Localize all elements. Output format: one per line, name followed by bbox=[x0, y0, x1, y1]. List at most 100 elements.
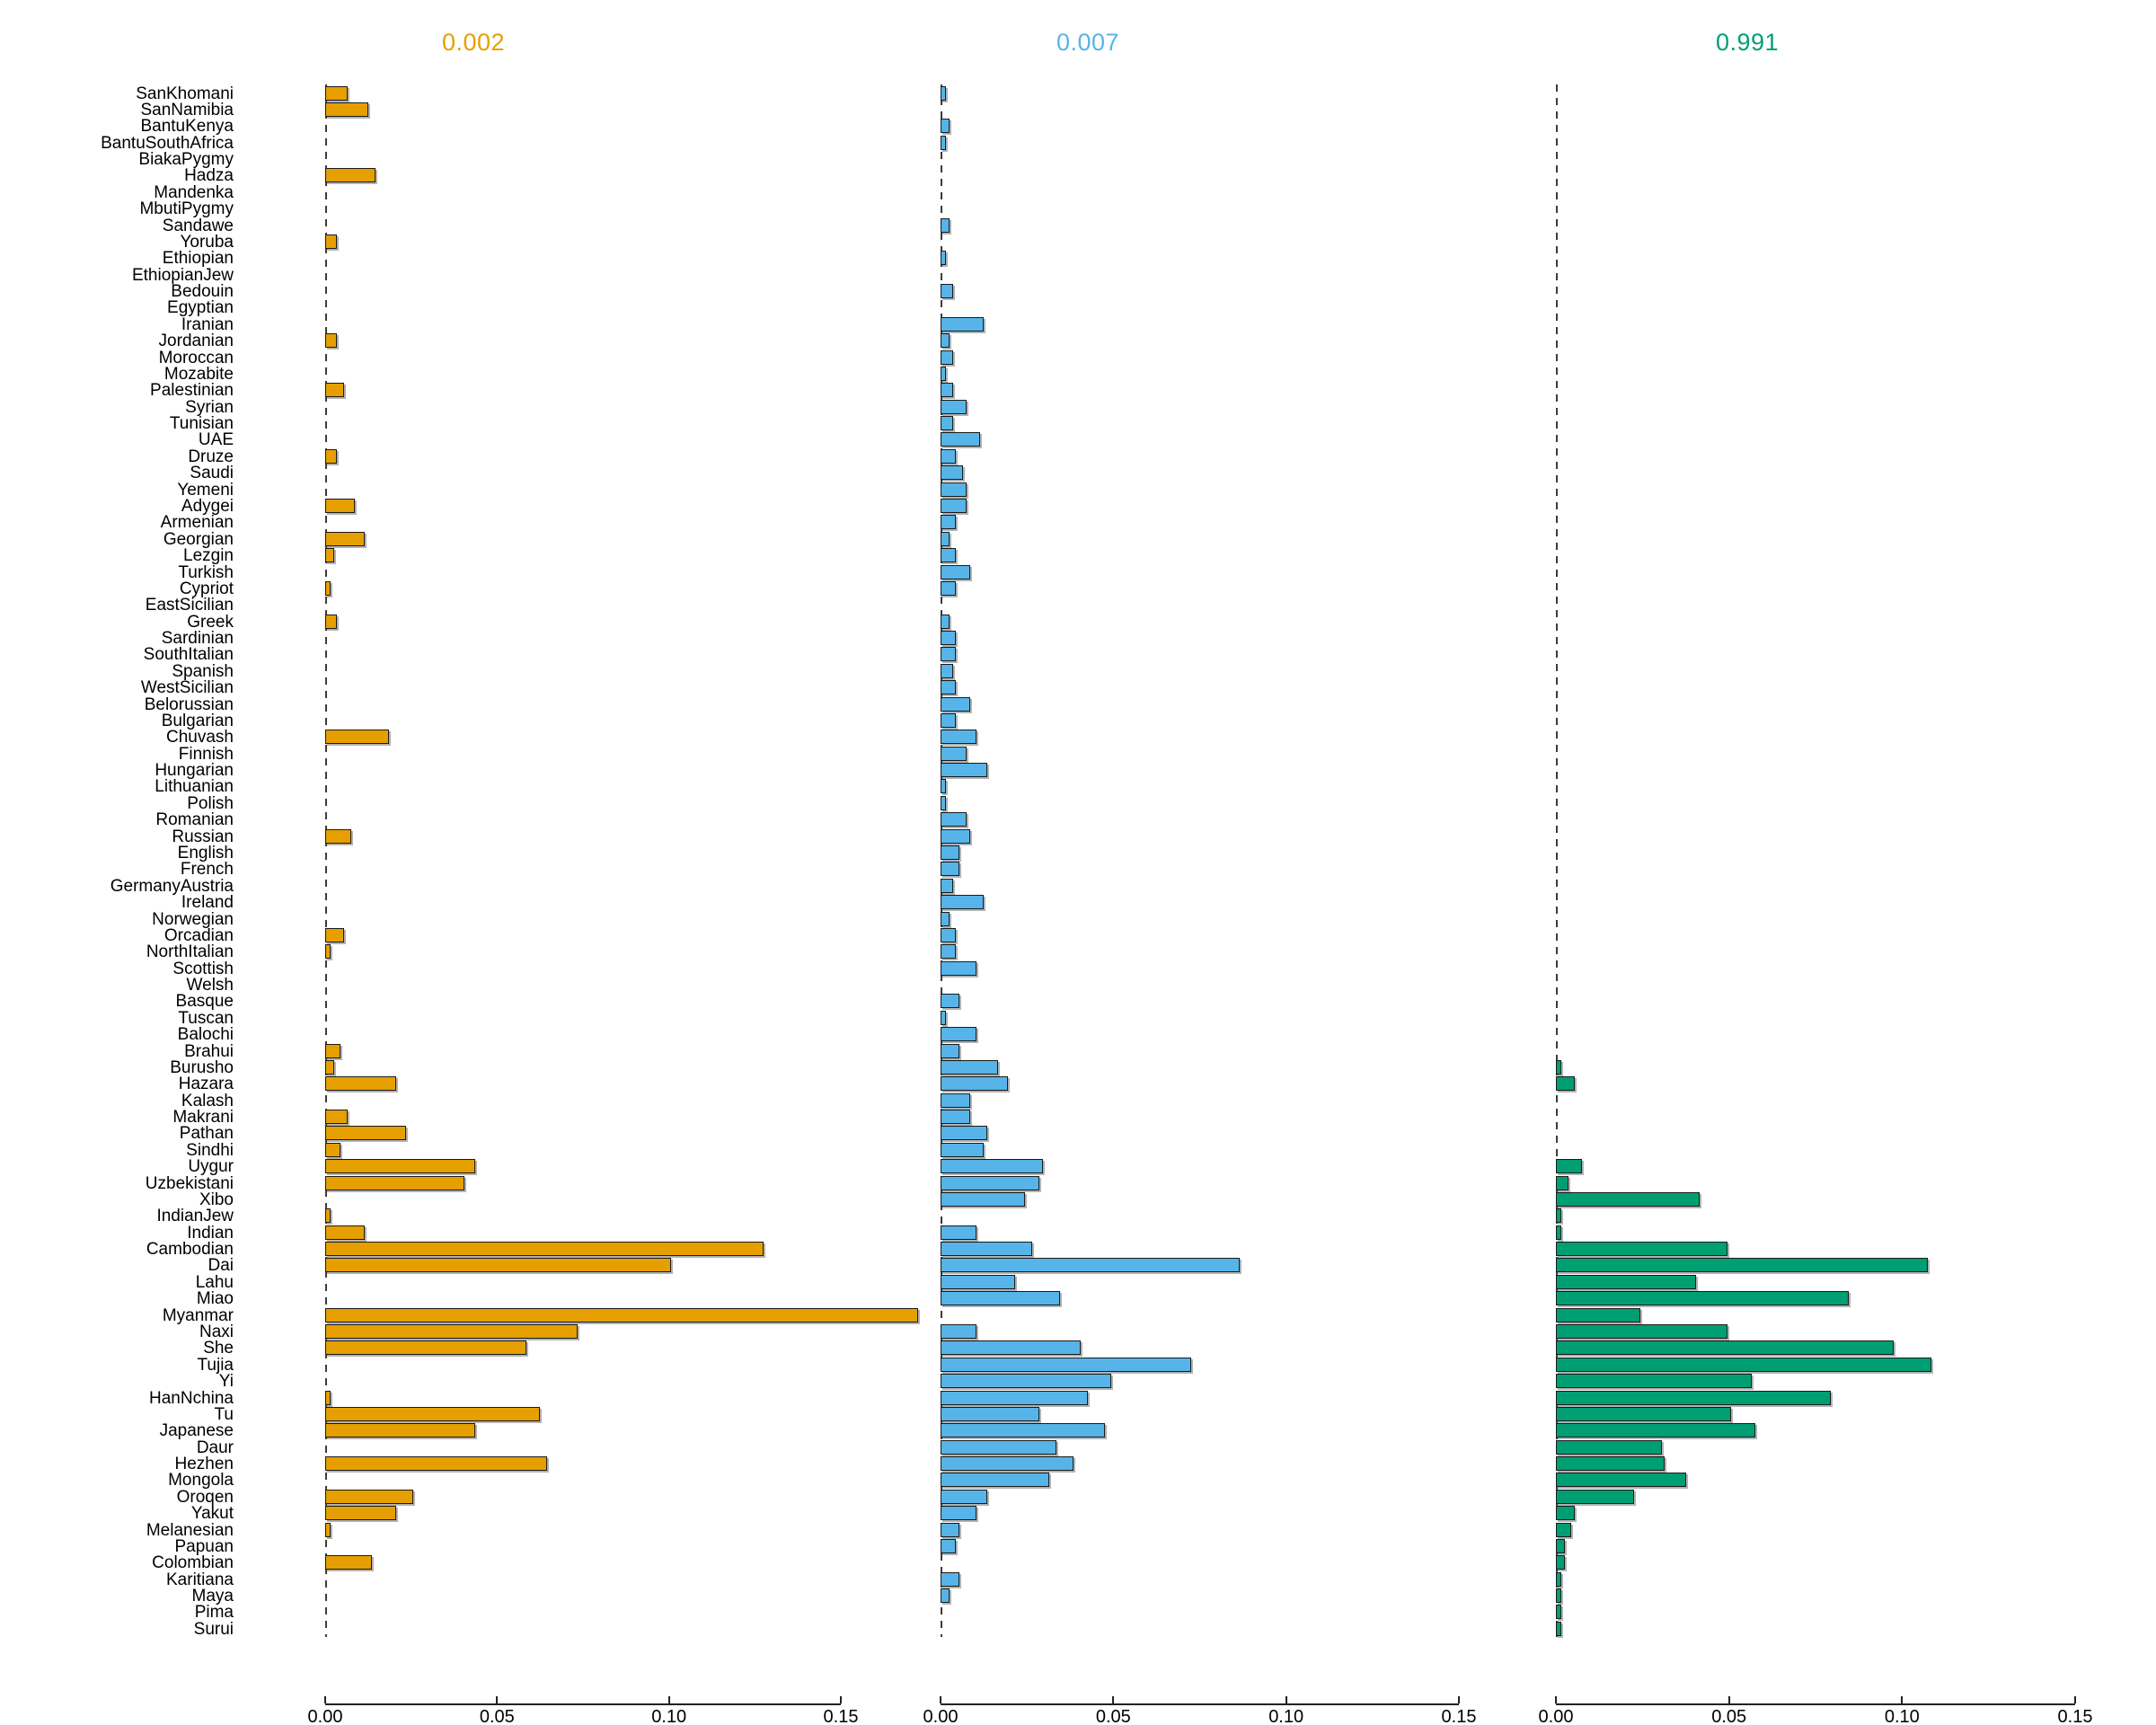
bar bbox=[941, 85, 946, 101]
bar bbox=[941, 548, 957, 563]
x-tick-label: 0.10 bbox=[651, 1707, 687, 1725]
bar bbox=[1556, 1258, 1929, 1273]
bar bbox=[941, 746, 967, 761]
x-tick-label: 0.00 bbox=[923, 1707, 959, 1725]
y-axis-label: Brahui bbox=[184, 1041, 234, 1061]
y-axis-label: Mandenka bbox=[154, 182, 234, 202]
y-axis-label: Yemeni bbox=[177, 480, 234, 500]
y-axis-label: Burusho bbox=[170, 1057, 234, 1077]
y-axis-label: Chuvash bbox=[166, 728, 234, 748]
y-axis-label: Turkish bbox=[178, 562, 234, 582]
y-axis-label: Hazara bbox=[178, 1075, 234, 1094]
y-axis-label: Scottish bbox=[172, 959, 234, 978]
x-axis-tick bbox=[667, 1696, 670, 1703]
y-axis-label: Naxi bbox=[199, 1322, 234, 1341]
bar bbox=[325, 1506, 396, 1521]
zero-baseline-dashed bbox=[1556, 84, 1558, 1637]
y-axis-label: Jordanian bbox=[158, 332, 234, 351]
bar bbox=[941, 1588, 950, 1604]
bar bbox=[1556, 1621, 1561, 1636]
x-axis-tick bbox=[1555, 1696, 1557, 1703]
bar bbox=[325, 383, 345, 398]
bar bbox=[941, 1390, 1088, 1405]
bar bbox=[941, 663, 953, 678]
bar bbox=[1556, 1191, 1700, 1207]
bar bbox=[941, 564, 970, 579]
y-axis-label: Bedouin bbox=[171, 282, 234, 302]
bar bbox=[941, 1076, 1009, 1092]
bar bbox=[1556, 1588, 1561, 1604]
panel-title-component-3: 0.991 bbox=[1715, 29, 1780, 56]
bar bbox=[1556, 1242, 1727, 1257]
y-axis-label: BiakaPygmy bbox=[138, 150, 234, 170]
y-axis-label: She bbox=[203, 1339, 234, 1358]
bar bbox=[941, 284, 953, 299]
bar bbox=[941, 119, 950, 134]
bar bbox=[941, 647, 957, 662]
bar bbox=[1556, 1605, 1561, 1620]
y-axis-label: Papuan bbox=[174, 1536, 234, 1556]
y-axis-label: Polish bbox=[187, 793, 234, 813]
zero-baseline-dashed bbox=[325, 84, 327, 1637]
bar bbox=[325, 580, 331, 596]
bar bbox=[941, 614, 950, 629]
bar bbox=[941, 349, 953, 365]
bar bbox=[1556, 1208, 1561, 1224]
bar bbox=[325, 1307, 919, 1322]
y-axis-label: Tujia bbox=[197, 1355, 234, 1375]
x-tick-label: 0.15 bbox=[823, 1707, 859, 1725]
x-axis-tick bbox=[496, 1696, 499, 1703]
bar bbox=[941, 1538, 957, 1553]
y-axis-label: Romanian bbox=[155, 810, 234, 830]
bar bbox=[941, 1258, 1240, 1273]
bar bbox=[941, 432, 981, 447]
y-axis-label: Japanese bbox=[159, 1421, 234, 1441]
bar bbox=[325, 1225, 366, 1240]
y-axis-label: SanNamibia bbox=[140, 100, 234, 119]
bar bbox=[325, 448, 338, 464]
bar bbox=[941, 828, 970, 844]
bar bbox=[941, 482, 967, 497]
y-axis-label: Sindhi bbox=[186, 1140, 234, 1160]
bar bbox=[941, 1242, 1032, 1257]
bar bbox=[325, 1126, 406, 1141]
bar bbox=[325, 333, 338, 349]
y-axis-label: SanKhomani bbox=[136, 84, 234, 103]
x-axis-line bbox=[325, 1703, 841, 1705]
x-axis-tick bbox=[1727, 1696, 1730, 1703]
y-axis-label: Orcadian bbox=[163, 925, 234, 945]
y-axis-label: Yoruba bbox=[180, 232, 234, 252]
bar bbox=[941, 1092, 970, 1108]
bar bbox=[325, 1423, 475, 1438]
y-axis-label: Georgian bbox=[163, 529, 234, 549]
y-axis-label: GermanyAustria bbox=[110, 876, 234, 896]
bar bbox=[325, 548, 334, 563]
bar bbox=[941, 1274, 1015, 1289]
bar bbox=[941, 812, 967, 827]
bar bbox=[325, 499, 355, 513]
bar bbox=[325, 1110, 348, 1125]
y-axis-label: Norwegian bbox=[152, 909, 234, 929]
bar bbox=[941, 1191, 1026, 1207]
y-axis-label: Indian bbox=[187, 1223, 234, 1243]
bar bbox=[1556, 1555, 1565, 1570]
bar bbox=[941, 1159, 1043, 1174]
bar bbox=[1556, 1374, 1752, 1389]
x-axis-tick bbox=[1458, 1696, 1460, 1703]
bar bbox=[941, 251, 946, 266]
bar bbox=[941, 862, 960, 877]
y-axis-label: MbutiPygmy bbox=[139, 199, 234, 219]
bar bbox=[941, 465, 964, 481]
y-axis-label: Hadza bbox=[184, 166, 234, 186]
bar bbox=[1556, 1274, 1697, 1289]
x-tick-label: 0.05 bbox=[479, 1707, 515, 1725]
y-axis-label: Melanesian bbox=[146, 1520, 234, 1540]
y-axis-label: Sardinian bbox=[161, 629, 234, 649]
panel-title-component-2: 0.007 bbox=[1056, 29, 1120, 56]
y-axis-label: Karitiana bbox=[166, 1570, 234, 1589]
y-axis-label: Balochi bbox=[177, 1025, 234, 1045]
bar bbox=[325, 234, 338, 249]
bar bbox=[325, 1340, 526, 1356]
y-axis-label: Lahu bbox=[195, 1272, 234, 1292]
